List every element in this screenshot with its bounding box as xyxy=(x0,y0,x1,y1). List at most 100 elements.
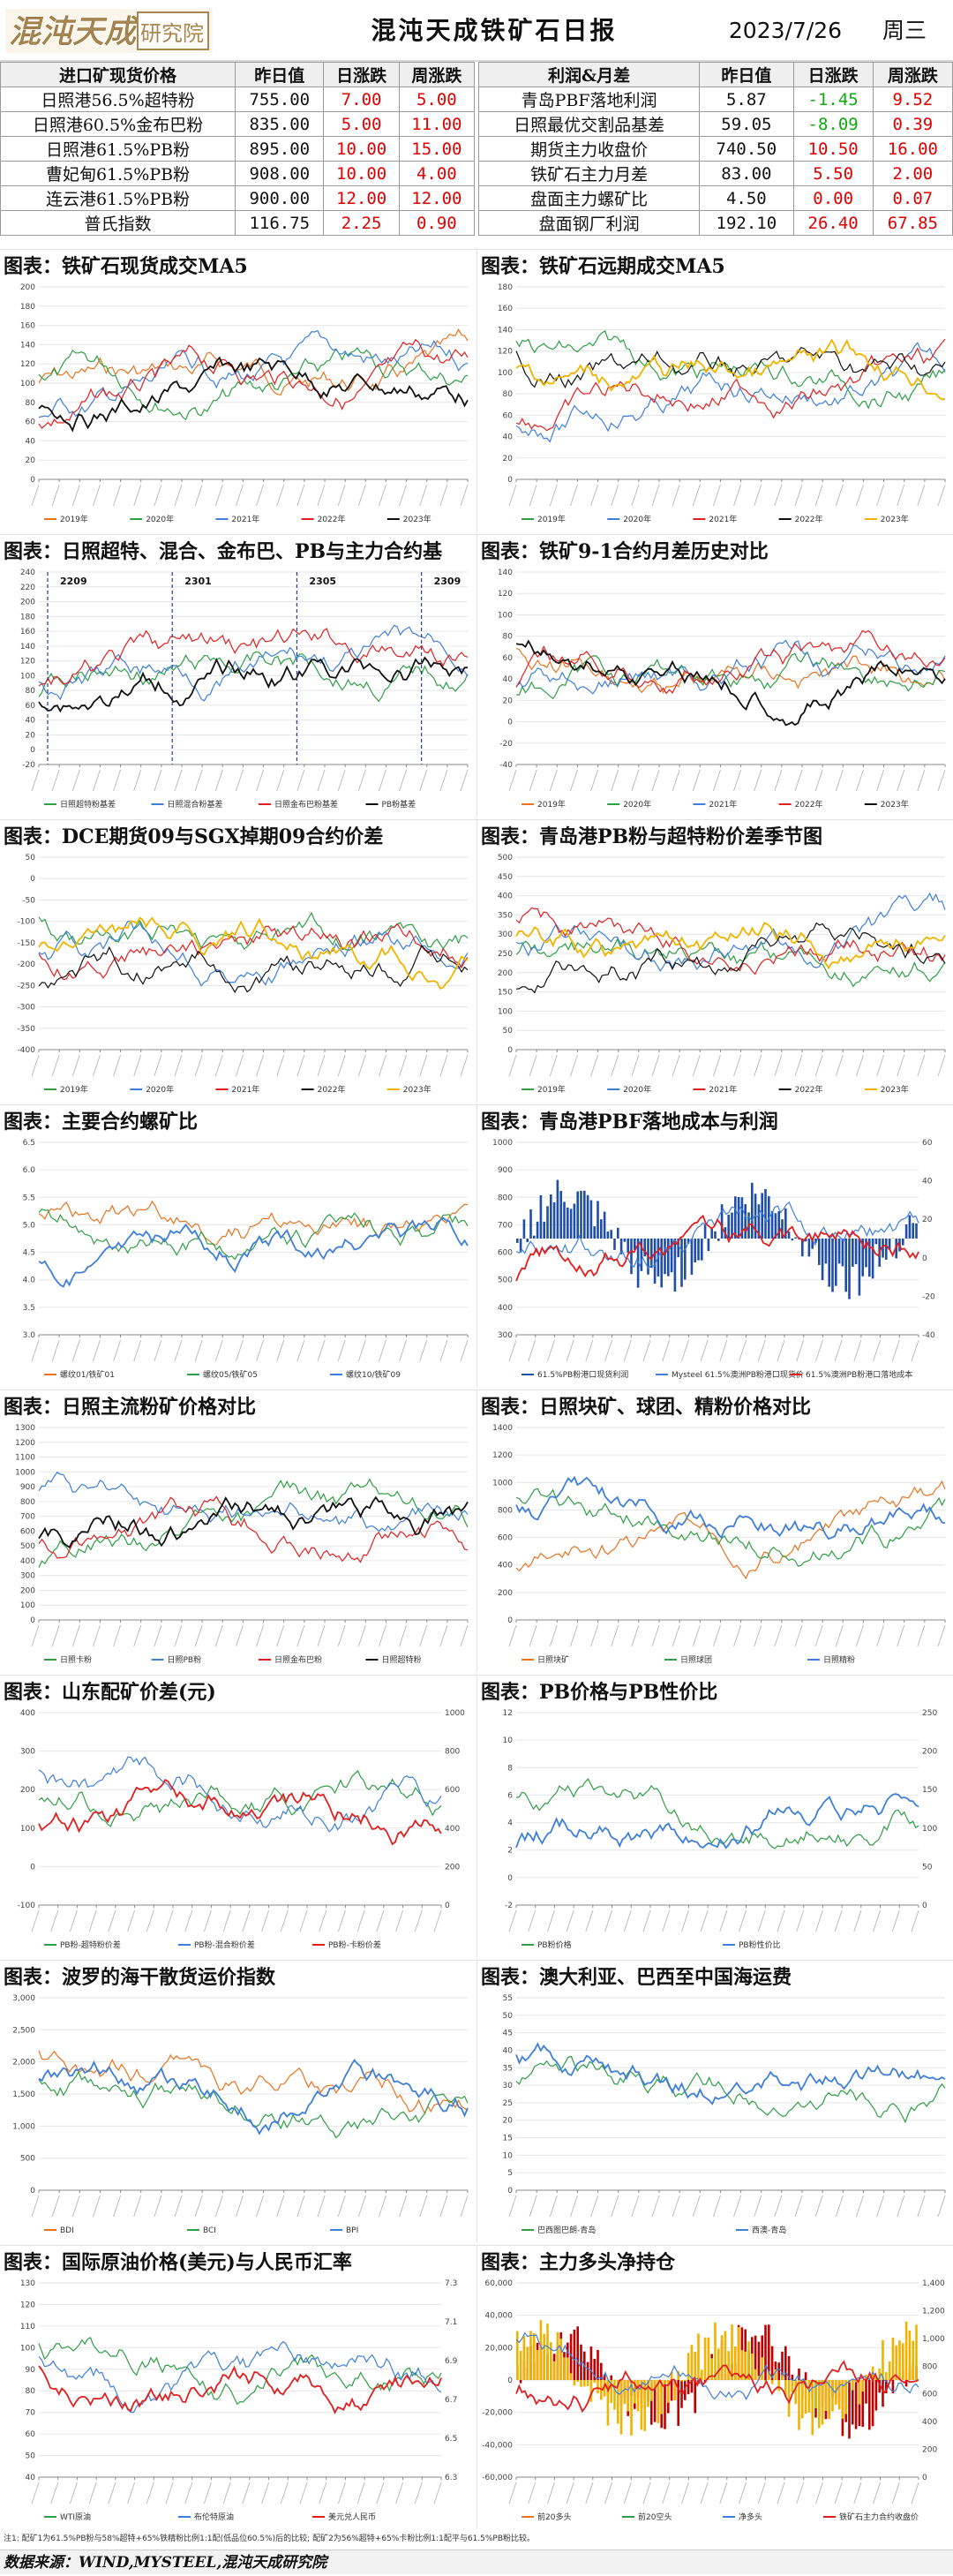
chart-title: 图表：PB价格与PB性价比 xyxy=(481,1681,718,1704)
chart-legend: 2019年 2020年 2021年 2022年 2023年 xyxy=(522,1084,909,1095)
y-tick-label: 240 xyxy=(20,569,35,577)
y2-tick-label: 200 xyxy=(922,1748,937,1757)
bar-mark xyxy=(740,1197,744,1239)
x-tick-label-mark xyxy=(891,1909,900,1932)
x-tick-label-mark xyxy=(814,769,823,792)
bar-mark xyxy=(543,2333,545,2380)
report-title: 混沌天成铁矿石日报 xyxy=(371,16,618,45)
x-tick-label-mark xyxy=(672,1054,680,1077)
bar-mark xyxy=(603,1211,606,1239)
bar-mark xyxy=(573,1203,576,1239)
legend-label: 2020年 xyxy=(623,514,651,524)
bar-mark xyxy=(613,1239,616,1250)
x-tick-label-mark xyxy=(113,769,122,792)
y-tick-label: 700 xyxy=(498,1221,513,1230)
bar-mark xyxy=(781,1219,784,1239)
series-line xyxy=(38,338,469,429)
bar-mark xyxy=(861,2380,864,2427)
legend-label: 日照金布巴粉 xyxy=(274,1654,322,1665)
x-tick-label-mark xyxy=(51,2195,60,2218)
y2-tick-label: 400 xyxy=(445,1825,460,1834)
x-tick-label-mark xyxy=(356,1909,365,1932)
x-tick-label-mark xyxy=(376,1909,385,1932)
x-tick-label-mark xyxy=(611,769,619,792)
x-tick-label-mark xyxy=(611,484,619,507)
x-tick-label-mark xyxy=(439,2195,448,2218)
x-tick-label-mark xyxy=(876,484,885,507)
bar-mark xyxy=(874,2376,878,2380)
y-tick-label: 60 xyxy=(503,411,514,420)
y-tick-label: -50 xyxy=(22,896,35,905)
x-tick-label-mark xyxy=(651,769,660,792)
x-tick-label-mark xyxy=(51,1339,60,1362)
series-line xyxy=(515,2331,919,2400)
chart-panel-12: 图表：PB价格与PB性价比 -2 0 2 4 6 8 10 12 0 50 100 150 200 250 P… xyxy=(476,1675,953,1957)
x-tick-label-mark xyxy=(814,2195,823,2218)
x-tick-label-mark xyxy=(133,2195,142,2218)
profit-header-0: 利润&月差 xyxy=(477,62,701,87)
legend-label: 日照超特粉 xyxy=(382,1654,422,1665)
x-tick-label-mark xyxy=(256,484,265,507)
profit-row: 期货主力收盘价 740.50 10.50 16.00 xyxy=(477,136,953,162)
bar-mark xyxy=(904,1224,908,1239)
x-tick-label-mark xyxy=(569,1054,578,1077)
x-tick-label-mark xyxy=(604,1339,613,1362)
bar-mark xyxy=(653,2380,657,2422)
bar-mark xyxy=(781,2351,784,2380)
bar-mark xyxy=(861,2380,864,2392)
series-line xyxy=(515,629,946,695)
bar-mark xyxy=(854,2380,858,2429)
bar-mark xyxy=(787,1232,791,1239)
legend-label: 日照块矿 xyxy=(537,1654,569,1665)
profit-row-value: 740.50 xyxy=(699,136,794,162)
x-tick-label-mark xyxy=(174,1624,183,1647)
x-tick-label-mark xyxy=(835,2195,844,2218)
x-tick-label-mark xyxy=(337,2482,346,2504)
bar-mark xyxy=(777,2362,780,2380)
x-tick-label-mark xyxy=(419,769,428,792)
chart-title: 图表：青岛港PB粉与超特粉价差季节图 xyxy=(481,825,823,848)
bar-mark xyxy=(724,2331,727,2380)
x-tick-label-mark xyxy=(853,1909,862,1932)
y-tick-label: 160 xyxy=(20,628,35,636)
x-tick-label-mark xyxy=(757,2482,766,2504)
bar-mark xyxy=(552,1201,556,1239)
chart-legend: PB粉价格 PB粉性价比 xyxy=(522,1940,781,1950)
y-tick-label: 50 xyxy=(503,1027,514,1036)
x-tick-label-mark xyxy=(317,1624,326,1647)
x-tick-label-mark xyxy=(855,769,864,792)
chart-legend: 巴西图巴朗-青岛 西澳-青岛 xyxy=(522,2225,786,2235)
series-line xyxy=(38,2340,442,2414)
series-line xyxy=(515,892,946,972)
x-tick-label-mark xyxy=(154,2195,162,2218)
bar-mark xyxy=(526,2346,529,2380)
x-tick-label-mark xyxy=(146,2482,154,2504)
bar-mark xyxy=(516,2331,519,2380)
legend-label: 2019年 xyxy=(537,514,566,524)
y-tick-label: 1000 xyxy=(492,1139,513,1148)
x-tick-label-mark xyxy=(71,1054,80,1077)
y-tick-label: 150 xyxy=(498,989,513,998)
x-tick-label-mark xyxy=(631,484,640,507)
x-tick-label-mark xyxy=(873,2482,882,2504)
spot-header-3: 周涨跌 xyxy=(398,62,476,87)
x-tick-label-mark xyxy=(623,1909,632,1932)
x-tick-label-mark xyxy=(214,1339,223,1362)
chart-legend: BDI BCI BPI xyxy=(44,2226,358,2235)
bar-mark xyxy=(580,2344,582,2380)
spot-row-day-change: 7.00 xyxy=(323,87,400,112)
x-tick-label-mark xyxy=(917,1624,926,1647)
x-tick-label-mark xyxy=(794,484,803,507)
x-tick-label-mark xyxy=(92,1339,101,1362)
x-tick-label-mark xyxy=(31,1054,40,1077)
chart-title: 图表：青岛港PBF落地成本与利润 xyxy=(481,1111,778,1134)
chart-legend: 前20多头 前20空头 净多头 铁矿石主力合约收盘价 xyxy=(522,2512,919,2522)
x-tick-label-mark xyxy=(794,1624,803,1647)
bar-mark xyxy=(852,2380,854,2391)
legend-label: PB粉-卡粉价差 xyxy=(328,1940,381,1950)
bar-mark xyxy=(801,1239,804,1257)
bar-mark xyxy=(694,2351,696,2380)
y-tick-label: 10 xyxy=(503,1736,514,1745)
legend-label: 螺纹01/铁矿01 xyxy=(60,1369,115,1380)
x-tick-label-mark xyxy=(891,2482,900,2504)
